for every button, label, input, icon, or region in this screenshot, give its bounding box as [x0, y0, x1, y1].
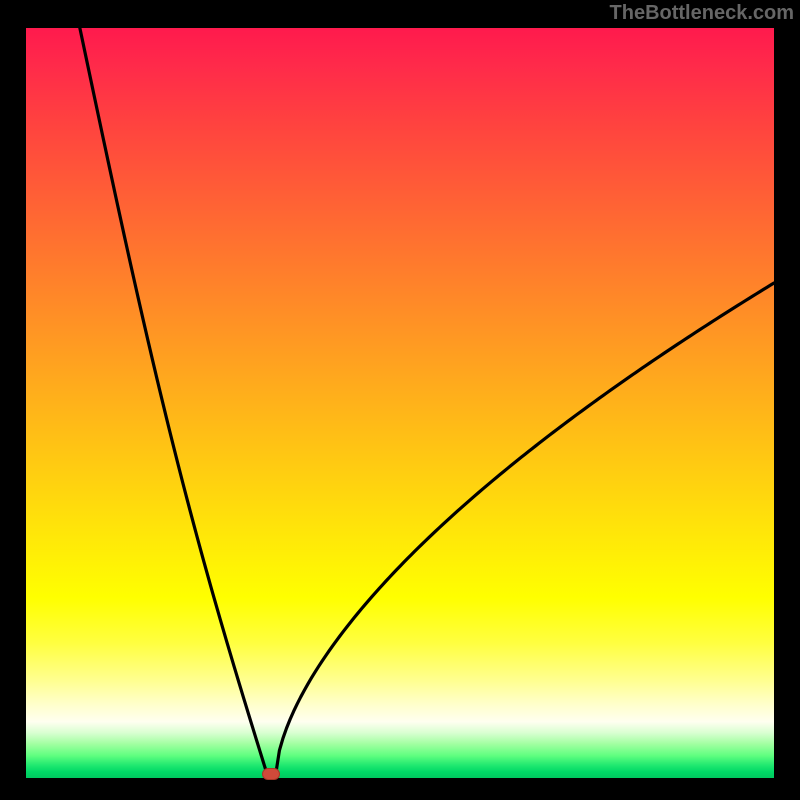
curve-layer [26, 28, 774, 778]
attribution-text: TheBottleneck.com [610, 2, 794, 25]
plot-area [26, 28, 774, 778]
chart-container: TheBottleneck.com [0, 0, 800, 800]
bottleneck-curve [80, 28, 774, 774]
minimum-marker [262, 768, 280, 780]
